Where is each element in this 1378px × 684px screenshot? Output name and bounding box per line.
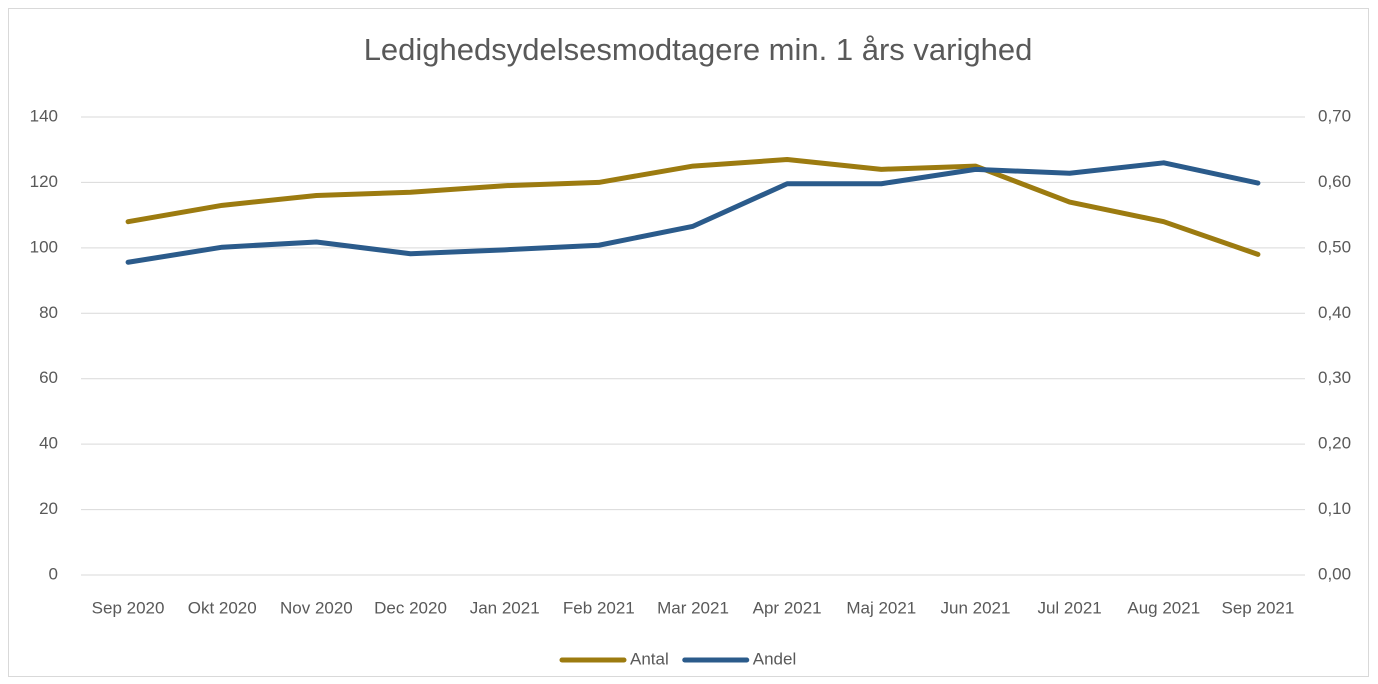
legend-label: Antal [630, 649, 669, 668]
y-tick-label: 140 [30, 106, 58, 125]
series-line [125, 160, 1261, 265]
y-tick-label: 60 [39, 368, 58, 387]
x-tick-label: Nov 2020 [280, 598, 353, 617]
y-tick-label: 100 [30, 237, 58, 256]
y2-tick-label: 0,70 [1318, 106, 1351, 125]
x-tick-label: Maj 2021 [846, 598, 916, 617]
x-tick-label: Sep 2020 [92, 598, 165, 617]
legend-label: Andel [753, 649, 796, 668]
y-tick-label: 20 [39, 499, 58, 518]
series-line [125, 157, 1261, 257]
x-tick-label: Dec 2020 [374, 598, 447, 617]
y2-tick-label: 0,10 [1318, 499, 1351, 518]
y2-tick-label: 0,00 [1318, 564, 1351, 583]
x-tick-label: Jan 2021 [470, 598, 540, 617]
y2-tick-label: 0,20 [1318, 434, 1351, 453]
x-tick-label: Okt 2020 [188, 598, 257, 617]
x-tick-label: Feb 2021 [563, 598, 635, 617]
y2-tick-label: 0,40 [1318, 303, 1351, 322]
chart-title: Ledighedsydelsesmodtagere min. 1 års var… [364, 32, 1033, 67]
y-tick-label: 0 [49, 564, 58, 583]
chart-border [8, 8, 1369, 677]
y2-tick-label: 0,30 [1318, 368, 1351, 387]
y-tick-label: 120 [30, 172, 58, 191]
x-tick-label: Mar 2021 [657, 598, 729, 617]
x-tick-label: Apr 2021 [753, 598, 822, 617]
x-tick-label: Jul 2021 [1037, 598, 1101, 617]
y-tick-label: 40 [39, 434, 58, 453]
x-tick-label: Aug 2021 [1127, 598, 1200, 617]
y2-tick-label: 0,50 [1318, 237, 1351, 256]
x-tick-label: Sep 2021 [1222, 598, 1295, 617]
y2-tick-label: 0,60 [1318, 172, 1351, 191]
y-tick-label: 80 [39, 303, 58, 322]
x-tick-label: Jun 2021 [940, 598, 1010, 617]
